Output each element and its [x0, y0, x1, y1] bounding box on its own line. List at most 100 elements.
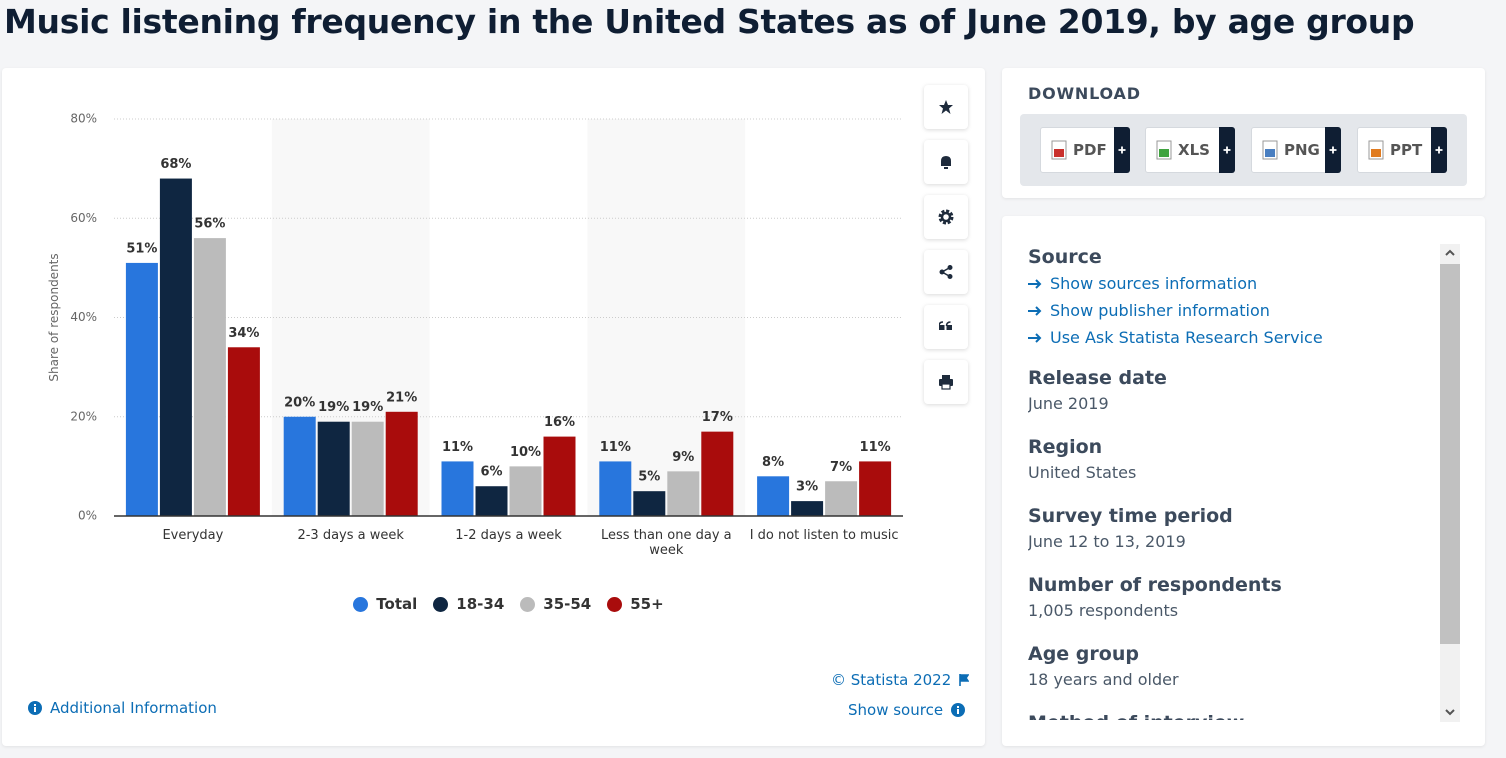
bar: [159, 178, 192, 517]
source-link-text: Show publisher information: [1050, 301, 1270, 320]
x-tick-label: 1-2 days a week: [455, 528, 562, 543]
value-label: 51%: [126, 241, 157, 256]
bar: [825, 481, 858, 516]
details: Source Show sources information Show publ…: [1028, 244, 1428, 720]
legend-swatch: [520, 596, 536, 612]
detail-label: Age group: [1028, 643, 1139, 665]
detail-label: Method of interview: [1028, 710, 1428, 720]
legend-label: Total: [376, 595, 418, 613]
bar: [283, 416, 316, 516]
download-button[interactable]: PDF: [1040, 127, 1130, 173]
copyright-text: © Statista 2022: [831, 671, 952, 689]
download-plus: [1114, 127, 1130, 173]
bar: [475, 486, 508, 516]
gear-icon: [938, 209, 954, 225]
page-title: Music listening frequency in the United …: [4, 2, 1415, 41]
legend-label: 18-34: [456, 595, 505, 613]
download-label: PPT: [1390, 141, 1423, 159]
value-label: 17%: [702, 410, 733, 425]
value-label: 5%: [638, 470, 660, 485]
arrow-icon: [1028, 278, 1042, 289]
value-label: 11%: [442, 440, 473, 455]
value-label: 11%: [600, 440, 631, 455]
value-label: 16%: [544, 415, 575, 430]
source-links: Show sources information Show publisher i…: [1028, 270, 1428, 351]
star-icon: [939, 100, 953, 114]
legend-item[interactable]: Total: [353, 595, 417, 613]
scroll-down[interactable]: [1444, 706, 1456, 718]
notify-button[interactable]: [924, 140, 968, 184]
source-link-text: Use Ask Statista Research Service: [1050, 328, 1323, 347]
info-icon: [951, 703, 966, 717]
x-tick-label: Everyday: [162, 528, 224, 543]
download-button[interactable]: PNG: [1251, 127, 1341, 173]
bar: [509, 466, 542, 516]
value-label: 19%: [318, 400, 349, 415]
download-button[interactable]: XLS: [1145, 127, 1235, 173]
detail-value: 18 years and older: [1028, 670, 1179, 689]
detail-label: Region: [1028, 436, 1103, 458]
bell-icon: [941, 156, 951, 169]
arrow-icon: [1028, 332, 1042, 343]
detail-value: 1,005 respondents: [1028, 601, 1179, 620]
legend-label: 55+: [630, 595, 664, 613]
legend-swatch: [607, 596, 623, 612]
download-label: PNG: [1284, 141, 1320, 159]
source-heading: Source: [1028, 246, 1102, 268]
scroll-up[interactable]: [1444, 247, 1456, 259]
bar: [859, 461, 892, 516]
x-tick-label: Less than one day a week: [600, 528, 732, 558]
plus-icon: [1223, 146, 1231, 154]
quote-icon: [939, 321, 952, 330]
detail-value: June 2019: [1028, 394, 1109, 413]
additional-info[interactable]: Additional Information: [28, 699, 217, 717]
y-tick-label: 80%: [70, 112, 97, 126]
value-label: 19%: [352, 400, 383, 415]
y-tick-label: 0%: [78, 509, 97, 523]
chart: 0% 20% 40% 60% 80% Share of respondents 51% 68%…: [47, 112, 903, 523]
download-heading: DOWNLOAD: [1028, 84, 1141, 103]
share-button[interactable]: [924, 250, 968, 294]
scrollbar-thumb[interactable]: [1440, 264, 1460, 644]
value-label: 20%: [284, 395, 315, 410]
legend-item[interactable]: 55+: [607, 595, 664, 613]
file-icon: [1262, 140, 1278, 160]
value-label: 56%: [194, 217, 225, 232]
bar: [599, 461, 632, 516]
cite-button[interactable]: [924, 305, 968, 349]
legend: Total 18-34 35-54 55+: [114, 595, 903, 613]
legend-swatch: [433, 596, 449, 612]
value-label: 11%: [860, 440, 891, 455]
file-icon: [1051, 140, 1067, 160]
legend-item[interactable]: 35-54: [520, 595, 591, 613]
file-icon: [1368, 140, 1384, 160]
details-card: Source Show sources information Show publ…: [1002, 216, 1485, 746]
y-tick-label: 40%: [70, 310, 97, 324]
value-label: 7%: [830, 460, 852, 475]
source-link[interactable]: Show publisher information: [1028, 297, 1428, 324]
flag-icon: [959, 674, 970, 686]
x-tick-label: 2-3 days a week: [297, 528, 404, 543]
detail-value: June 12 to 13, 2019: [1028, 532, 1186, 551]
detail-label: Survey time period: [1028, 505, 1233, 527]
bar: [125, 262, 158, 516]
value-label: 6%: [480, 465, 502, 480]
show-source[interactable]: Show source: [848, 701, 966, 719]
download-label: PDF: [1073, 141, 1107, 159]
detail-label: Number of respondents: [1028, 574, 1282, 596]
source-link[interactable]: Use Ask Statista Research Service: [1028, 324, 1428, 351]
copyright[interactable]: © Statista 2022: [831, 671, 970, 689]
settings-button[interactable]: [924, 195, 968, 239]
value-label: 34%: [228, 326, 259, 341]
download-plus: [1219, 127, 1235, 173]
legend-item[interactable]: 18-34: [433, 595, 504, 613]
legend-swatch: [353, 596, 369, 612]
source-link[interactable]: Show sources information: [1028, 270, 1428, 297]
favorite-button[interactable]: [924, 85, 968, 129]
download-label: XLS: [1178, 141, 1210, 159]
download-button[interactable]: PPT: [1357, 127, 1447, 173]
print-button[interactable]: [924, 360, 968, 404]
info-icon: [28, 701, 42, 715]
file-icon: [1156, 140, 1172, 160]
